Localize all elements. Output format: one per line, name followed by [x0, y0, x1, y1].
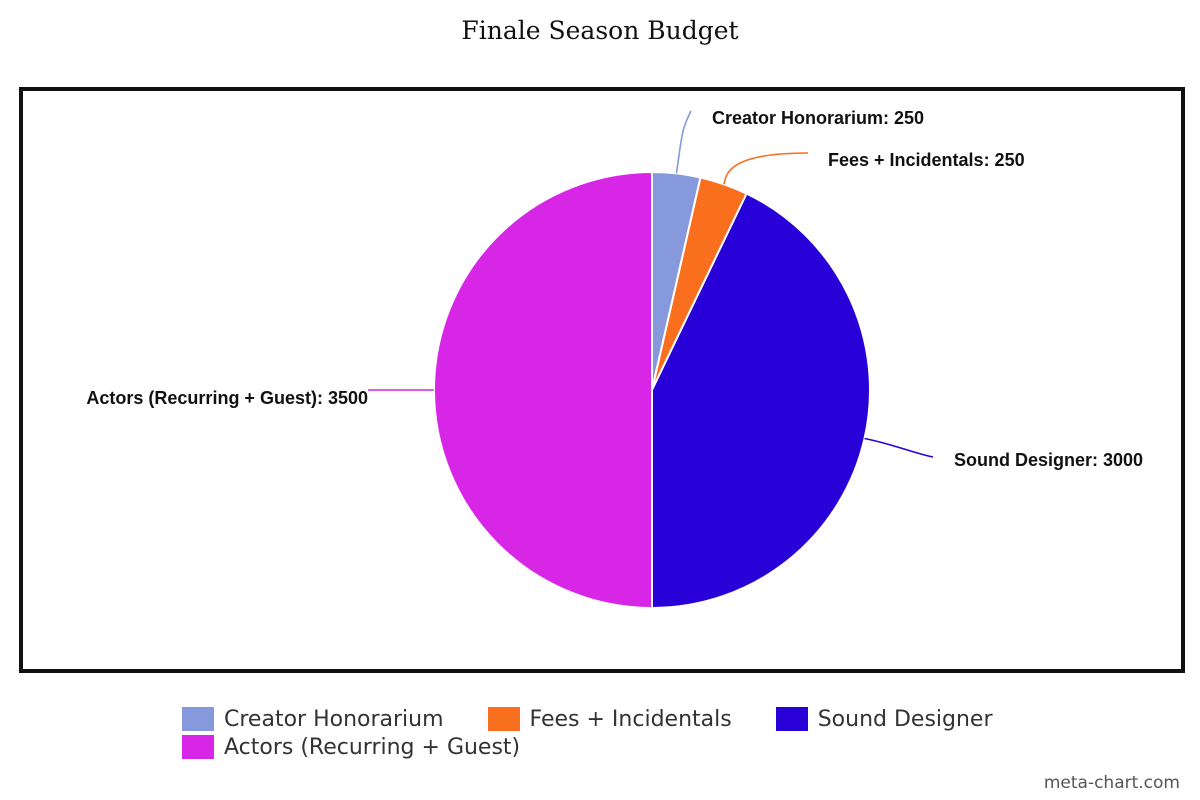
slice-label-2: Sound Designer: 3000 [954, 450, 1143, 470]
legend-swatch [182, 735, 214, 759]
watermark: meta-chart.com [1043, 773, 1180, 793]
legend-row: Actors (Recurring + Guest) [182, 733, 1082, 761]
slice-label-0: Creator Honorarium: 250 [712, 108, 924, 128]
legend-swatch [182, 707, 214, 731]
legend-label: Sound Designer [817, 706, 993, 732]
legend-item-sound-designer[interactable]: Sound Designer [775, 706, 993, 732]
legend: Creator Honorarium Fees + Incidentals So… [182, 705, 1082, 761]
plot-area: Creator Honorarium: 250 Fees + Incidental… [19, 87, 1185, 673]
leader-line-1 [723, 152, 809, 185]
pie-slice-2[interactable] [651, 192, 871, 610]
leader-line-0 [675, 110, 692, 174]
legend-label: Fees + Incidentals [529, 706, 732, 732]
legend-label: Creator Honorarium [224, 706, 444, 732]
legend-swatch [487, 707, 520, 731]
slice-label-1: Fees + Incidentals: 250 [828, 150, 1025, 170]
legend-item-creator-honorarium[interactable]: Creator Honorarium [182, 707, 444, 732]
pie-chart: Creator Honorarium: 250 Fees + Incidental… [86, 108, 1143, 610]
leader-line-2 [864, 437, 934, 458]
pie-slice-3[interactable] [433, 170, 653, 610]
legend-swatch [775, 707, 808, 731]
legend-label: Actors (Recurring + Guest) [224, 734, 521, 760]
slice-label-3: Actors (Recurring + Guest): 3500 [86, 388, 368, 408]
chart-title: Finale Season Budget [461, 16, 739, 45]
legend-row: Creator Honorarium Fees + Incidentals So… [182, 705, 1082, 733]
legend-item-fees-incidentals[interactable]: Fees + Incidentals [487, 706, 732, 732]
legend-item-actors[interactable]: Actors (Recurring + Guest) [182, 735, 520, 760]
